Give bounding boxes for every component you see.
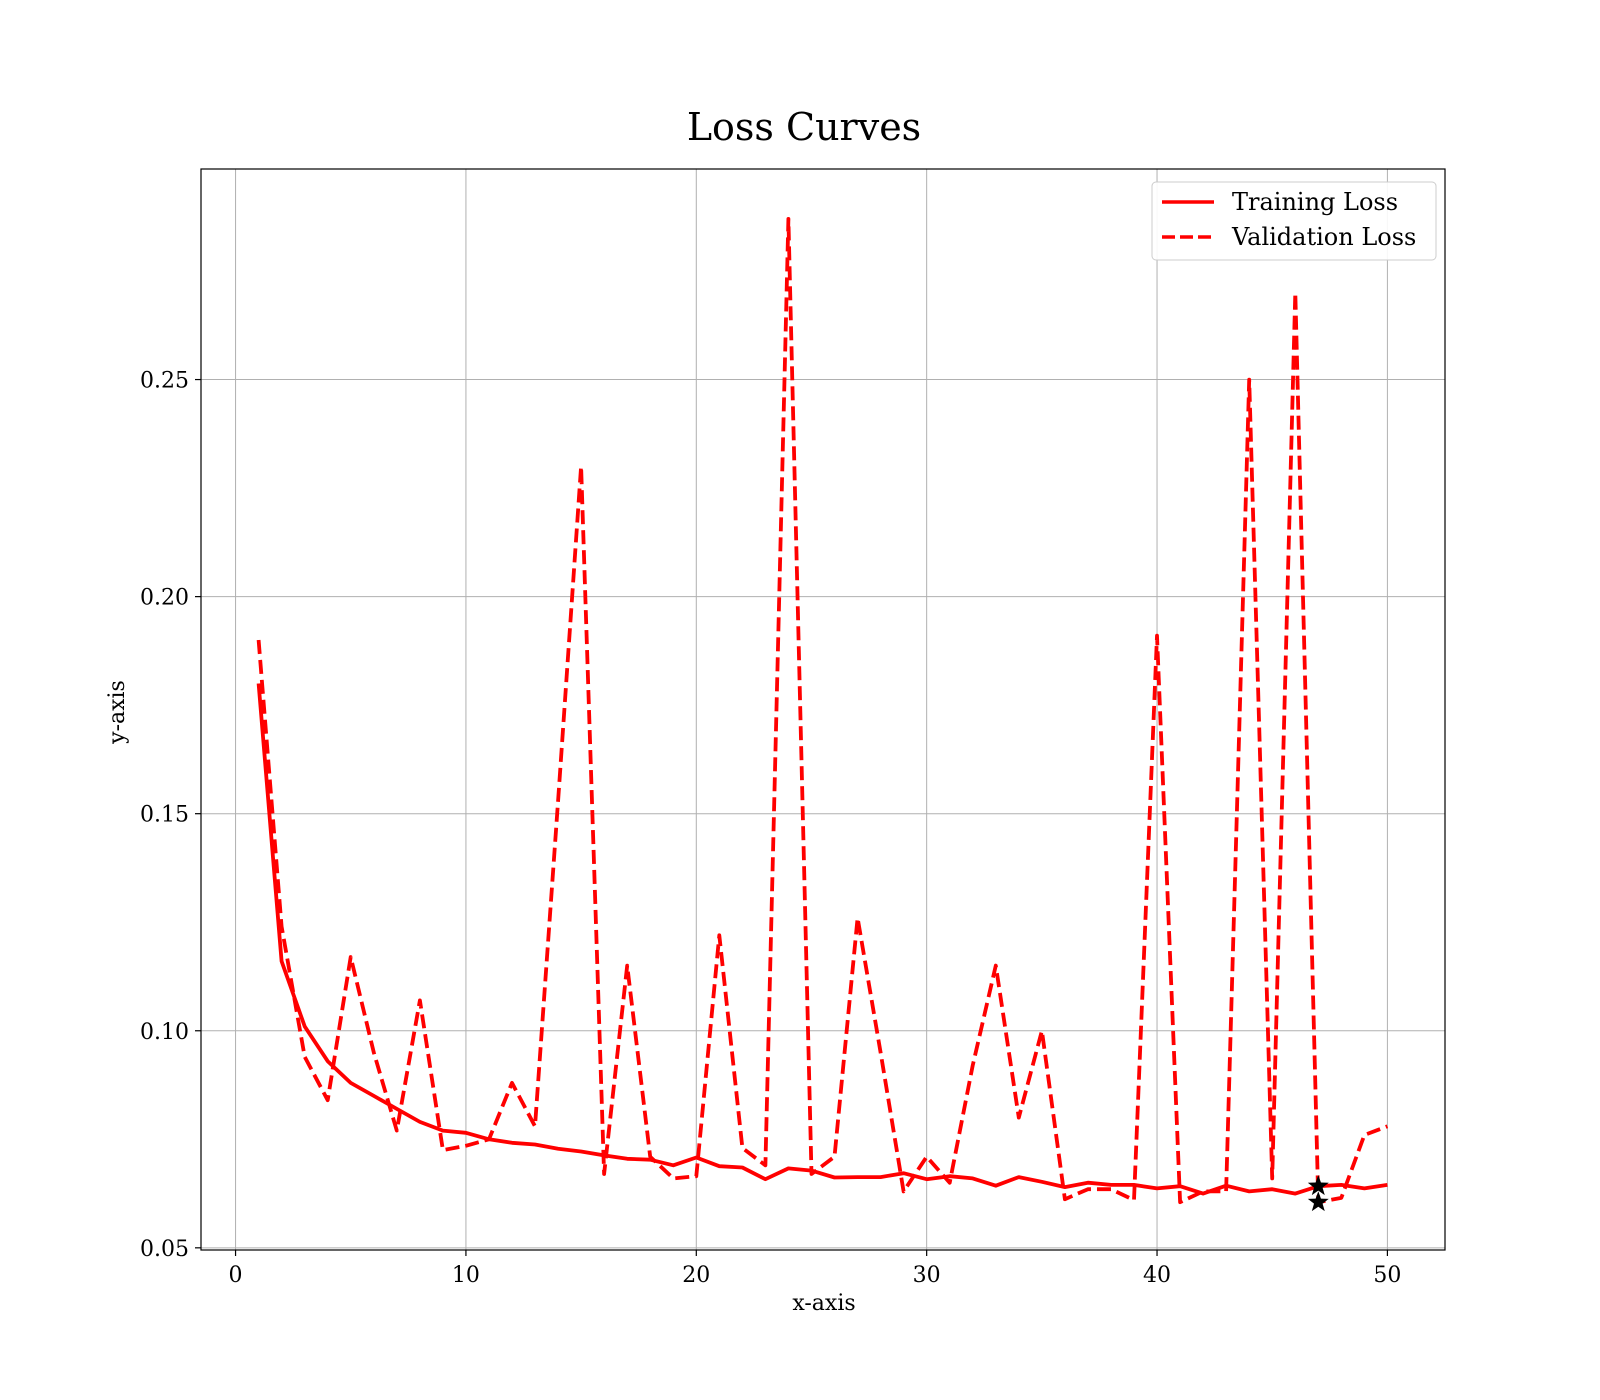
legend-label-training-loss: Training Loss xyxy=(1232,188,1398,216)
markers xyxy=(1307,1175,1329,1212)
star-marker xyxy=(1307,1191,1329,1212)
series-line-training-loss xyxy=(256,683,1388,1196)
axis-ticks: 0 10 20 30 40 50 0.05 0.10 0.15 0.20 0.25 xyxy=(140,369,1401,1288)
legend: Training Loss Validation Loss xyxy=(1151,181,1437,261)
y-tick-label: 0.10 xyxy=(140,1020,189,1045)
x-tick-label: 30 xyxy=(913,1263,941,1288)
star-marker xyxy=(1307,1175,1329,1196)
plot-area-frame xyxy=(200,168,1446,1251)
y-tick-label: 0.05 xyxy=(140,1237,189,1262)
x-tick-label: 40 xyxy=(1143,1263,1171,1288)
series-line-validation-loss xyxy=(256,216,1389,1205)
x-tick-label: 10 xyxy=(452,1263,480,1288)
grid xyxy=(201,169,1445,1250)
y-axis-label: y-axis xyxy=(105,680,130,745)
y-tick-label: 0.20 xyxy=(140,586,189,611)
y-tick-label: 0.15 xyxy=(140,803,189,828)
x-tick-label: 0 xyxy=(229,1263,243,1288)
legend-label-validation-loss: Validation Loss xyxy=(1231,223,1416,251)
x-tick-label: 50 xyxy=(1373,1263,1401,1288)
series-lines xyxy=(256,216,1389,1205)
chart-title: Loss Curves xyxy=(687,105,921,149)
x-axis-label: x-axis xyxy=(792,1291,855,1316)
x-tick-label: 20 xyxy=(682,1263,710,1288)
y-tick-label: 0.25 xyxy=(140,369,189,394)
legend-box xyxy=(1151,181,1437,261)
